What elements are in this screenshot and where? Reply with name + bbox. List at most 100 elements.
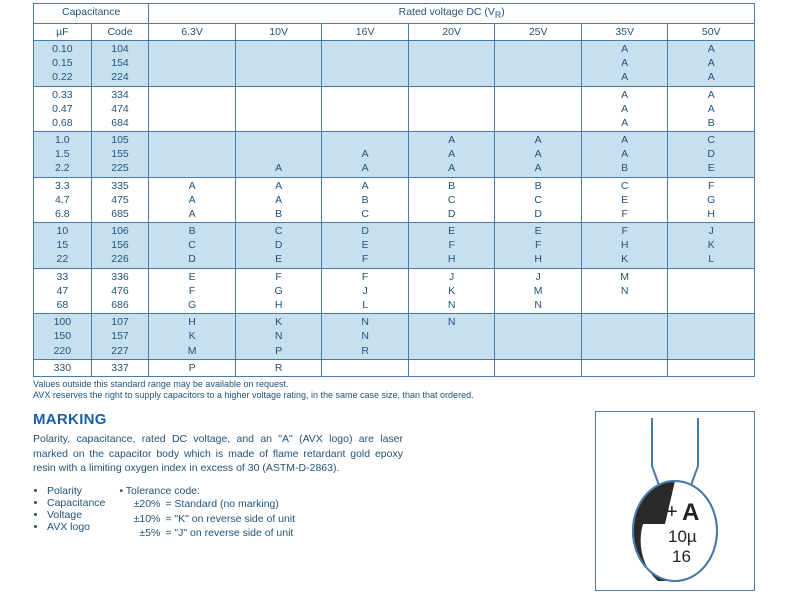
cell-value: BCD [149, 223, 236, 269]
header-voltage: 25V [495, 23, 582, 40]
cell-value [235, 86, 322, 132]
cell-value: ABC [322, 177, 409, 223]
header-code: Code [91, 23, 149, 40]
cell-value [581, 359, 668, 376]
cell-value: FJL [322, 268, 409, 314]
cell-value [495, 41, 582, 87]
cell-code: 335475685 [91, 177, 149, 223]
tolerance-pct: ±5% [119, 526, 163, 541]
cell-value [668, 359, 755, 376]
cell-value: AAB [235, 177, 322, 223]
tolerance-desc: = Standard (no marking) [165, 497, 295, 512]
cell-code: 105155225 [91, 132, 149, 178]
cell-value [235, 41, 322, 87]
cell-value [149, 86, 236, 132]
cell-value: AAA [581, 41, 668, 87]
header-capacitance: Capacitance [34, 4, 149, 24]
header-voltage: 50V [668, 23, 755, 40]
cell-value: AAA [581, 86, 668, 132]
cell-value: EFH [408, 223, 495, 269]
cell-value: KNP [235, 314, 322, 360]
plus-icon: + [666, 501, 678, 523]
tolerance-heading: • Tolerance code: [119, 485, 295, 497]
avx-logo: A [682, 499, 699, 526]
cell-value: P [149, 359, 236, 376]
cell-value: MN [581, 268, 668, 314]
cell-uf: 101522 [34, 223, 92, 269]
footnote-line: AVX reserves the right to supply capacit… [33, 390, 755, 401]
cell-value: AAA [495, 132, 582, 178]
cell-uf: 100150220 [34, 314, 92, 360]
cell-value: EFH [495, 223, 582, 269]
cell-value: N [408, 314, 495, 360]
header-voltage: 20V [408, 23, 495, 40]
list-item: Capacitance [47, 497, 105, 509]
cell-value: DEF [322, 223, 409, 269]
cell-value [408, 41, 495, 87]
marking-list: PolarityCapacitanceVoltageAVX logo [33, 485, 105, 541]
footnotes: Values outside this standard range may b… [3, 377, 785, 408]
cell-value: FGH [668, 177, 755, 223]
cell-code: 107157227 [91, 314, 149, 360]
tolerance-desc: = "J" on reverse side of unit [165, 526, 295, 541]
list-item: Polarity [47, 485, 105, 497]
tolerance-grid: ±20%= Standard (no marking)±10%= "K" on … [119, 497, 295, 541]
cell-value [495, 314, 582, 360]
cell-value [149, 41, 236, 87]
cell-uf: 0.100.150.22 [34, 41, 92, 87]
cell-code: 337 [91, 359, 149, 376]
list-item: Voltage [47, 509, 105, 521]
cell-value: JKL [668, 223, 755, 269]
cell-uf: 3.34.76.8 [34, 177, 92, 223]
list-item: AVX logo [47, 521, 105, 533]
cell-value [322, 41, 409, 87]
header-uf: µF [34, 23, 92, 40]
cell-value [495, 86, 582, 132]
cell-value: EFG [149, 268, 236, 314]
cell-value: BCD [408, 177, 495, 223]
cell-value: CDE [235, 223, 322, 269]
cell-value: BCD [495, 177, 582, 223]
cell-value [408, 86, 495, 132]
cell-value [408, 359, 495, 376]
cell-value: NNR [322, 314, 409, 360]
cell-value: JMN [495, 268, 582, 314]
footnote-line: Values outside this standard range may b… [33, 379, 755, 390]
cell-value: FHK [581, 223, 668, 269]
cell-uf: 0.330.470.68 [34, 86, 92, 132]
cell-code: 336476686 [91, 268, 149, 314]
cell-value: AAB [668, 86, 755, 132]
cell-value [322, 86, 409, 132]
cell-value: JKN [408, 268, 495, 314]
tolerance-pct: ±10% [119, 512, 163, 527]
tolerance-pct: ±20% [119, 497, 163, 512]
cell-value [495, 359, 582, 376]
cell-code: 104154224 [91, 41, 149, 87]
cell-value [149, 132, 236, 178]
header-voltage: 16V [322, 23, 409, 40]
cell-value [668, 314, 755, 360]
header-voltage: 10V [235, 23, 322, 40]
capacitor-svg: + A 10µ 16 [610, 416, 740, 586]
capacitance-table: Capacitance Rated voltage DC (VR) µF Cod… [33, 3, 755, 377]
cell-value: AAA [149, 177, 236, 223]
cell-value: A [235, 132, 322, 178]
cell-value: CDE [668, 132, 755, 178]
lead-left [652, 418, 660, 488]
cell-value: AA [322, 132, 409, 178]
voltage-label: 16 [672, 547, 691, 566]
cell-value: AAA [668, 41, 755, 87]
marking-heading: MARKING [33, 411, 565, 428]
cell-uf: 1.01.52.2 [34, 132, 92, 178]
cell-value [322, 359, 409, 376]
cell-value [581, 314, 668, 360]
cell-value: FGH [235, 268, 322, 314]
lead-right [690, 418, 698, 488]
header-voltage: 6.3V [149, 23, 236, 40]
capacitor-diagram: + A 10µ 16 [595, 411, 755, 591]
cell-uf: 334768 [34, 268, 92, 314]
cell-value [668, 268, 755, 314]
header-rated-voltage: Rated voltage DC (VR) [149, 4, 755, 24]
cell-value: AAB [581, 132, 668, 178]
header-voltage: 35V [581, 23, 668, 40]
